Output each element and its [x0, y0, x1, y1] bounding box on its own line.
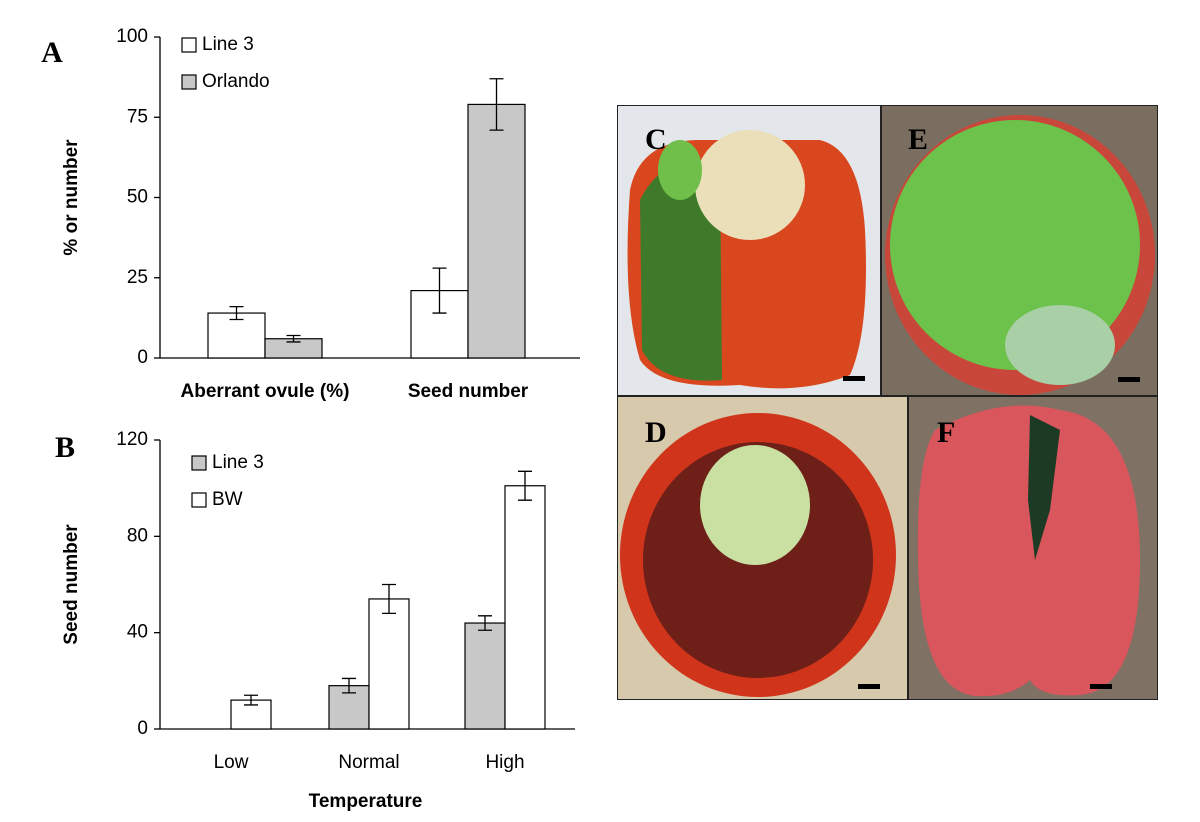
- legend-swatch: [191, 492, 207, 508]
- bar: [504, 485, 546, 730]
- panel-label: C: [645, 123, 667, 156]
- y-axis-label: Seed number: [61, 524, 82, 645]
- legend-swatch: [181, 74, 197, 90]
- x-axis-label: Temperature: [309, 791, 423, 812]
- scale-bar: [843, 376, 865, 381]
- panel-label: A: [41, 36, 63, 69]
- y-tick-label: 0: [137, 718, 148, 739]
- pepper-d-core: [700, 445, 810, 565]
- panel-label: F: [937, 416, 955, 449]
- legend-label: Line 3: [202, 34, 254, 55]
- error-bar: [478, 615, 492, 631]
- pepper-e-pale: [1005, 305, 1115, 385]
- photo-panel: C E D F: [617, 105, 1158, 700]
- seeds-c: [695, 130, 805, 240]
- error-bar: [518, 470, 532, 501]
- bar: [467, 103, 526, 359]
- x-tick-label: High: [485, 752, 524, 773]
- y-tick-label: 25: [127, 267, 148, 288]
- error-bar: [229, 305, 244, 321]
- error-bar: [244, 694, 258, 706]
- y-tick-label: 0: [137, 347, 148, 368]
- bar: [464, 622, 506, 730]
- chart: A 0 25 50 75 100 Aberrant ovule (%) Seed number…: [41, 26, 580, 402]
- panel-label: E: [908, 123, 928, 156]
- y-axis-label: % or number: [61, 139, 82, 256]
- pepper-c-top: [658, 140, 702, 200]
- y-tick-label: 100: [116, 26, 148, 47]
- error-bar: [489, 78, 504, 131]
- x-tick-label: Seed number: [408, 381, 529, 402]
- y-tick-label: 40: [127, 622, 148, 643]
- error-bar: [342, 677, 356, 694]
- legend-label: Orlando: [202, 71, 270, 92]
- error-bar: [382, 583, 396, 615]
- pepper-c-green: [640, 160, 722, 381]
- scale-bar: [1118, 377, 1140, 382]
- legend-label: Line 3: [212, 452, 264, 473]
- pepper-f: [917, 405, 1140, 697]
- panel-label: D: [645, 416, 667, 449]
- error-bar: [432, 267, 447, 314]
- chart: B 0 40 80 120 Low Normal High Seed number Tempera…: [55, 429, 575, 812]
- legend-label: BW: [212, 489, 243, 510]
- panel-label: B: [55, 431, 75, 464]
- pepper-f-crack: [1028, 415, 1060, 560]
- y-tick-label: 75: [127, 106, 148, 127]
- x-tick-label: Normal: [338, 752, 399, 773]
- scale-bar: [1090, 684, 1112, 689]
- bar: [368, 598, 410, 730]
- x-tick-label: Aberrant ovule (%): [181, 381, 350, 402]
- y-tick-label: 50: [127, 187, 148, 208]
- legend-swatch: [181, 37, 197, 53]
- y-tick-label: 80: [127, 525, 148, 546]
- y-tick-label: 120: [116, 429, 148, 450]
- legend-swatch: [191, 455, 207, 471]
- scale-bar: [858, 684, 880, 689]
- x-tick-label: Low: [214, 752, 249, 773]
- error-bar: [286, 334, 301, 343]
